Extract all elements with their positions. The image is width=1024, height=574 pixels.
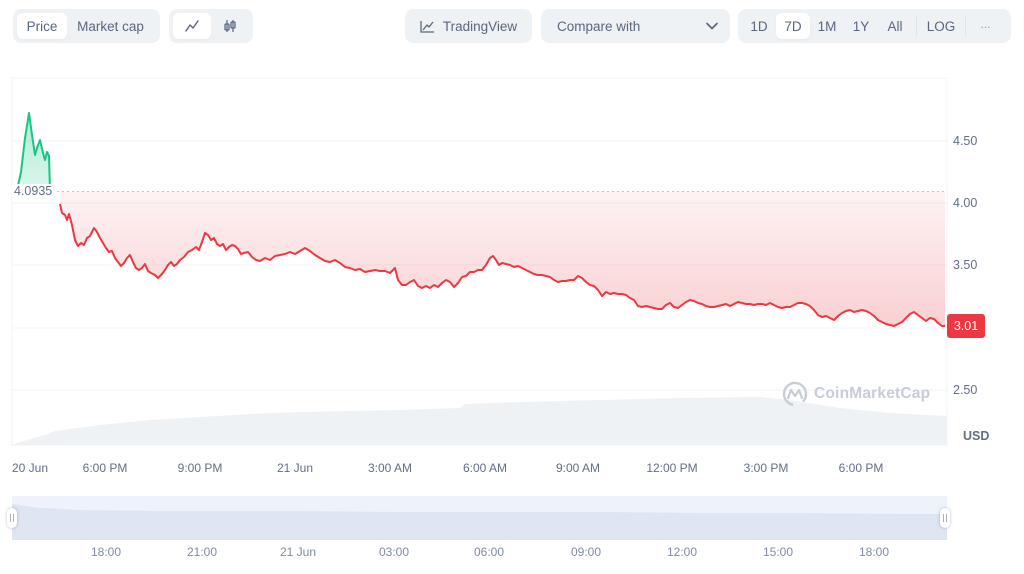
time-range-selector: 1D 7D 1M 1Y All LOG ···: [738, 9, 1011, 43]
range-1d[interactable]: 1D: [750, 18, 768, 34]
navigator-tick: 09:00: [570, 545, 602, 559]
divider: [916, 16, 917, 36]
tradingview-label: TradingView: [442, 18, 518, 34]
volume-area: [12, 397, 947, 445]
watermark-text: CoinMarketCap: [814, 385, 931, 402]
navigator-tick: 18:00: [858, 545, 890, 559]
grip-icon: [943, 514, 947, 522]
x-tick: 9:00 AM: [555, 461, 601, 475]
above-baseline-fill: [17, 113, 50, 192]
price-line-up: [16, 112, 51, 191]
navigator-series: [12, 504, 947, 540]
candlestick-button[interactable]: [211, 13, 249, 39]
coinmarketcap-logo-icon: [782, 381, 808, 407]
x-tick: 9:00 PM: [177, 461, 223, 475]
price-marketcap-toggle: Price Market cap: [13, 9, 160, 43]
range-1m[interactable]: 1M: [817, 18, 837, 34]
x-tick: 20 Jun: [12, 461, 49, 475]
compare-with-dropdown[interactable]: Compare with: [541, 9, 730, 43]
price-line-down: [59, 203, 945, 327]
more-options-button[interactable]: ···: [970, 13, 1000, 39]
navigator-tick: 18:00: [90, 545, 122, 559]
chart-toolbar: Price Market cap TradingView Compare wit…: [0, 9, 1024, 43]
log-scale-button[interactable]: LOG: [926, 18, 956, 34]
range-1y[interactable]: 1Y: [852, 18, 870, 34]
x-tick: 3:00 PM: [743, 461, 789, 475]
navigator-left-handle[interactable]: [7, 508, 17, 528]
range-all[interactable]: All: [887, 18, 903, 34]
currency-label: USD: [963, 429, 990, 443]
navigator-tick: 03:00: [378, 545, 410, 559]
current-price-badge: 3.01: [947, 314, 985, 338]
x-tick: 6:00 PM: [82, 461, 128, 475]
candlestick-icon: [224, 20, 236, 32]
below-baseline-fill: [60, 191, 945, 326]
chart-type-toggle: [169, 9, 253, 43]
navigator-tick: 15:00: [762, 545, 794, 559]
x-tick: 21 Jun: [276, 461, 314, 475]
x-tick: 6:00 AM: [462, 461, 508, 475]
baseline-price-label: 4.0935: [12, 184, 55, 198]
x-tick: 3:00 AM: [367, 461, 413, 475]
line-chart-icon: [185, 20, 199, 32]
grip-icon: [10, 514, 14, 522]
coinmarketcap-watermark: CoinMarketCap: [782, 381, 930, 407]
y-tick-3-50: 3.50: [953, 258, 978, 272]
compare-with-label: Compare with: [557, 18, 641, 34]
more-icon: ···: [980, 18, 991, 34]
navigator-tick: 12:00: [666, 545, 698, 559]
y-tick-2-50: 2.50: [953, 383, 978, 397]
navigator-right-handle[interactable]: [940, 508, 950, 528]
divider: [965, 16, 966, 36]
navigator-tick: 21 Jun: [279, 545, 317, 559]
range-7d[interactable]: 7D: [776, 13, 810, 39]
y-tick-4-00: 4.00: [953, 196, 978, 210]
line-chart-button[interactable]: [173, 13, 211, 39]
tab-price[interactable]: Price: [17, 13, 67, 39]
navigator-tick: 06:00: [473, 545, 505, 559]
navigator-tick: 21:00: [186, 545, 218, 559]
x-tick: 12:00 PM: [646, 461, 698, 475]
y-tick-4-50: 4.50: [953, 134, 978, 148]
chart-line-icon: [420, 20, 434, 33]
tab-market-cap[interactable]: Market cap: [77, 18, 144, 34]
x-tick: 6:00 PM: [838, 461, 884, 475]
tradingview-button[interactable]: TradingView: [405, 9, 532, 43]
chevron-down-icon: [706, 22, 718, 30]
